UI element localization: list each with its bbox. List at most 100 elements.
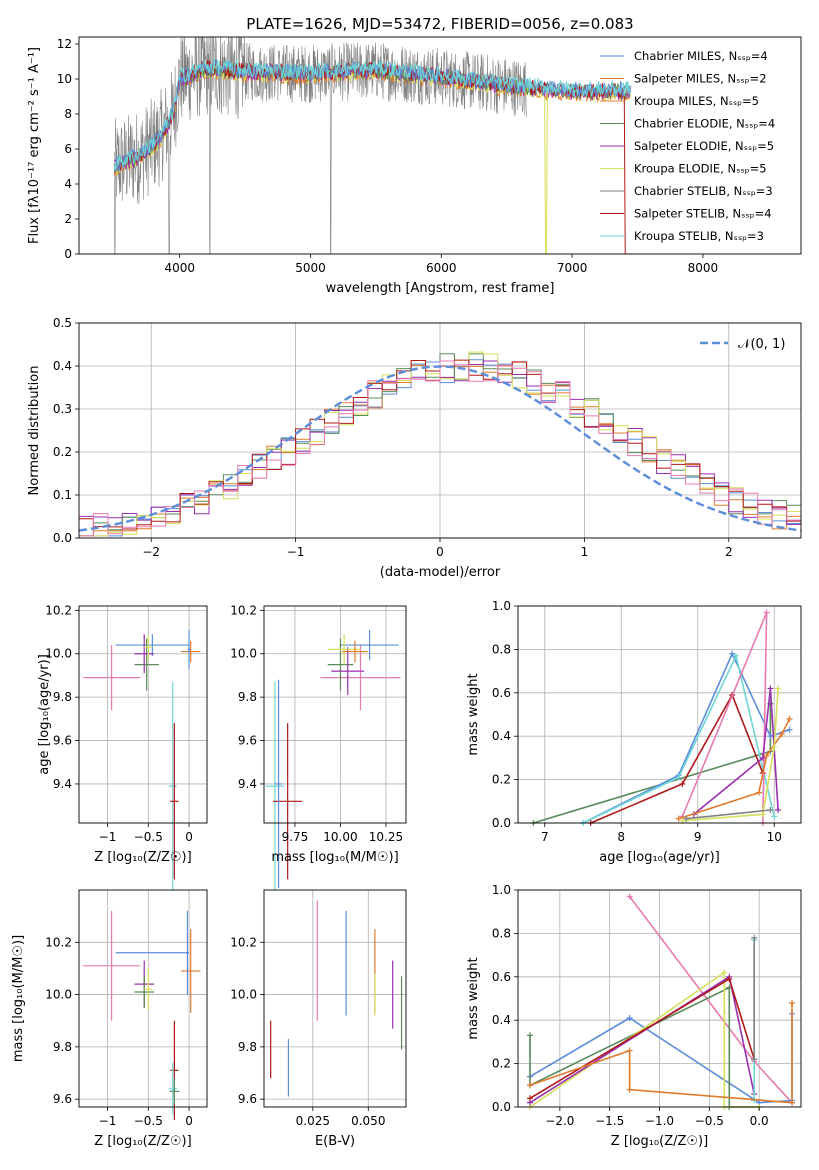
y-tick-label: 10.2 bbox=[45, 603, 72, 617]
weight-vs-z-ylabel: mass weight bbox=[466, 957, 481, 1039]
histogram-frame bbox=[78, 322, 802, 539]
weight-marker bbox=[763, 609, 770, 616]
age-vs-mass-panel: 9.75 10.00 10.25 9.4 9.6 9.8 10.0 10.2 mass [log… bbox=[230, 603, 407, 891]
weight-marker bbox=[775, 685, 782, 692]
weight-marker bbox=[759, 811, 766, 818]
y-tick-label: 1.0 bbox=[492, 599, 511, 613]
weight-marker bbox=[526, 1032, 533, 1039]
x-tick-label: −1 bbox=[99, 1114, 117, 1128]
x-tick-label: 7000 bbox=[557, 261, 588, 275]
weight-vs-age-panel: 7 8 9 10 0.0 0.2 0.4 0.6 0.8 1.0 age [log₁₀(age/yr… bbox=[466, 599, 802, 865]
x-tick-label: 5000 bbox=[295, 261, 326, 275]
x-tick-label: 8000 bbox=[688, 261, 719, 275]
weight-marker bbox=[626, 1086, 633, 1093]
mass-vs-z-panel: −1 −0.5 0 9.6 9.8 10.0 10.2 Z [log₁₀(Z/Z☉)] mass… bbox=[11, 889, 208, 1149]
weight-marker bbox=[751, 1056, 758, 1063]
weight-marker bbox=[771, 813, 778, 820]
x-tick-label: −1.0 bbox=[645, 1114, 674, 1128]
x-tick-label: 0 bbox=[185, 1114, 193, 1128]
weight-vs-age-xlabel: age [log₁₀(age/yr)] bbox=[599, 850, 720, 865]
weight-marker bbox=[759, 754, 766, 761]
y-tick-label: 0.0 bbox=[53, 531, 72, 545]
x-tick-label: −0.5 bbox=[134, 830, 163, 844]
y-tick-label: 0.4 bbox=[53, 359, 72, 373]
panels: 4000 5000 6000 7000 8000024681012wavelength … bbox=[11, 36, 802, 1149]
x-tick-label: 0.050 bbox=[351, 1114, 385, 1128]
y-tick-label: 10.0 bbox=[45, 988, 72, 1002]
x-tick-label: 10.00 bbox=[323, 830, 357, 844]
mass-vs-z-frame bbox=[78, 889, 208, 1108]
x-tick-label: 0.0 bbox=[750, 1114, 769, 1128]
mass-vs-ebv-frame bbox=[263, 889, 407, 1108]
x-tick-label: 8 bbox=[617, 830, 625, 844]
weight-vs-age-ylabel: mass weight bbox=[466, 673, 481, 755]
weight-marker bbox=[626, 1047, 633, 1054]
weight-marker bbox=[679, 780, 686, 787]
x-tick-label: 9 bbox=[694, 830, 702, 844]
mass-vs-z-ylabel: mass [log₁₀(M/M☉)] bbox=[11, 935, 26, 1062]
mass-vs-ebv-panel: 0.025 0.050 9.6 9.8 10.0 10.2 E(B-V) bbox=[230, 889, 407, 1149]
age-vs-z-xlabel: Z [log₁₀(Z/Z☉)] bbox=[94, 850, 191, 865]
y-tick-label: 0.0 bbox=[492, 1100, 511, 1114]
y-tick-label: 4 bbox=[64, 177, 72, 191]
weight-marker bbox=[789, 999, 796, 1006]
weight-vs-age-frame bbox=[517, 605, 802, 824]
x-tick-label: 6000 bbox=[426, 261, 457, 275]
y-tick-label: 9.6 bbox=[53, 1092, 72, 1106]
y-tick-label: 10.2 bbox=[230, 935, 257, 949]
model-spectrum bbox=[113, 58, 632, 171]
y-tick-label: 0.2 bbox=[492, 1057, 511, 1071]
spectrum-panel: 4000 5000 6000 7000 8000 0 2 4 6 8 10 12 wavelength … bbox=[27, 36, 802, 296]
weight-marker bbox=[726, 975, 733, 982]
weight-marker bbox=[675, 815, 682, 822]
weight-marker bbox=[763, 752, 770, 759]
normal-curve bbox=[78, 365, 802, 532]
model-spectrum bbox=[113, 60, 631, 254]
spectrum-ylabel: Flux [fλ10⁻¹⁷ erg cm⁻² s⁻¹ A⁻¹] bbox=[27, 47, 42, 244]
y-tick-label: 9.4 bbox=[53, 777, 72, 791]
legend-entry: Chabrier MILES, Nₛₛₚ=4 bbox=[634, 49, 768, 63]
x-tick-label: 10.25 bbox=[369, 830, 403, 844]
spectrum-legend: Chabrier MILES, Nₛₛₚ=4 Salpeter MILES, Nₛ… bbox=[600, 49, 775, 243]
y-tick-label: 9.8 bbox=[238, 1040, 257, 1054]
weight-line bbox=[582, 651, 790, 824]
weight-line bbox=[529, 970, 760, 1108]
x-tick-label: −2 bbox=[142, 545, 160, 559]
legend-entry: Kroupa ELODIE, Nₛₛₚ=5 bbox=[634, 162, 767, 176]
y-tick-label: 0.6 bbox=[492, 686, 511, 700]
y-tick-label: 9.6 bbox=[238, 1092, 257, 1106]
weight-vs-z-xlabel: Z [log₁₀(Z/Z☉)] bbox=[611, 1134, 708, 1149]
weight-marker bbox=[771, 744, 778, 751]
y-tick-label: 9.8 bbox=[53, 690, 72, 704]
age-vs-z-ylabel: age [log₁₀(age/yr)] bbox=[37, 654, 52, 775]
y-tick-label: 9.8 bbox=[53, 1040, 72, 1054]
y-tick-label: 9.4 bbox=[238, 777, 257, 791]
x-tick-label: −1.5 bbox=[595, 1114, 624, 1128]
x-tick-label: −2.0 bbox=[545, 1114, 574, 1128]
legend-entry: Salpeter ELODIE, Nₛₛₚ=5 bbox=[634, 139, 774, 153]
weight-marker bbox=[786, 715, 793, 722]
histogram-plot-area bbox=[78, 351, 802, 537]
y-tick-label: 10.2 bbox=[45, 935, 72, 949]
y-tick-label: 10.0 bbox=[45, 647, 72, 661]
mass-vs-ebv-plot-area bbox=[270, 900, 403, 1097]
weight-marker bbox=[778, 731, 785, 738]
y-tick-label: 9.6 bbox=[53, 734, 72, 748]
y-tick-label: 10.2 bbox=[230, 603, 257, 617]
weight-vs-z-panel: −2.0 −1.5 −1.0 −0.5 0.0 0.0 0.2 0.4 0.6 0.8 1.0 Z [… bbox=[466, 883, 802, 1149]
y-tick-label: 0.5 bbox=[53, 316, 72, 330]
y-tick-label: 9.6 bbox=[238, 734, 257, 748]
histogram-panel: −2 −1 0 1 2 0.0 0.1 0.2 0.3 0.4 0.5 (data-model)/er… bbox=[27, 316, 802, 580]
age-vs-z-panel: −1 −0.5 0 9.4 9.6 9.8 10.0 10.2 Z [log₁₀(Z/Z☉)] a… bbox=[37, 603, 208, 891]
y-tick-label: 0.6 bbox=[492, 970, 511, 984]
x-tick-label: −0.5 bbox=[695, 1114, 724, 1128]
legend-entry: 𝒩(0, 1) bbox=[738, 337, 785, 352]
weight-marker bbox=[526, 1082, 533, 1089]
y-tick-label: 0.1 bbox=[53, 488, 72, 502]
weight-vs-age-plot-area bbox=[530, 609, 793, 826]
spectrum-xlabel: wavelength [Angstrom, rest frame] bbox=[326, 281, 555, 296]
y-tick-label: 12 bbox=[57, 37, 72, 51]
legend-entry: Chabrier STELIB, Nₛₛₚ=3 bbox=[634, 184, 773, 198]
y-tick-label: 0.4 bbox=[492, 1013, 511, 1027]
